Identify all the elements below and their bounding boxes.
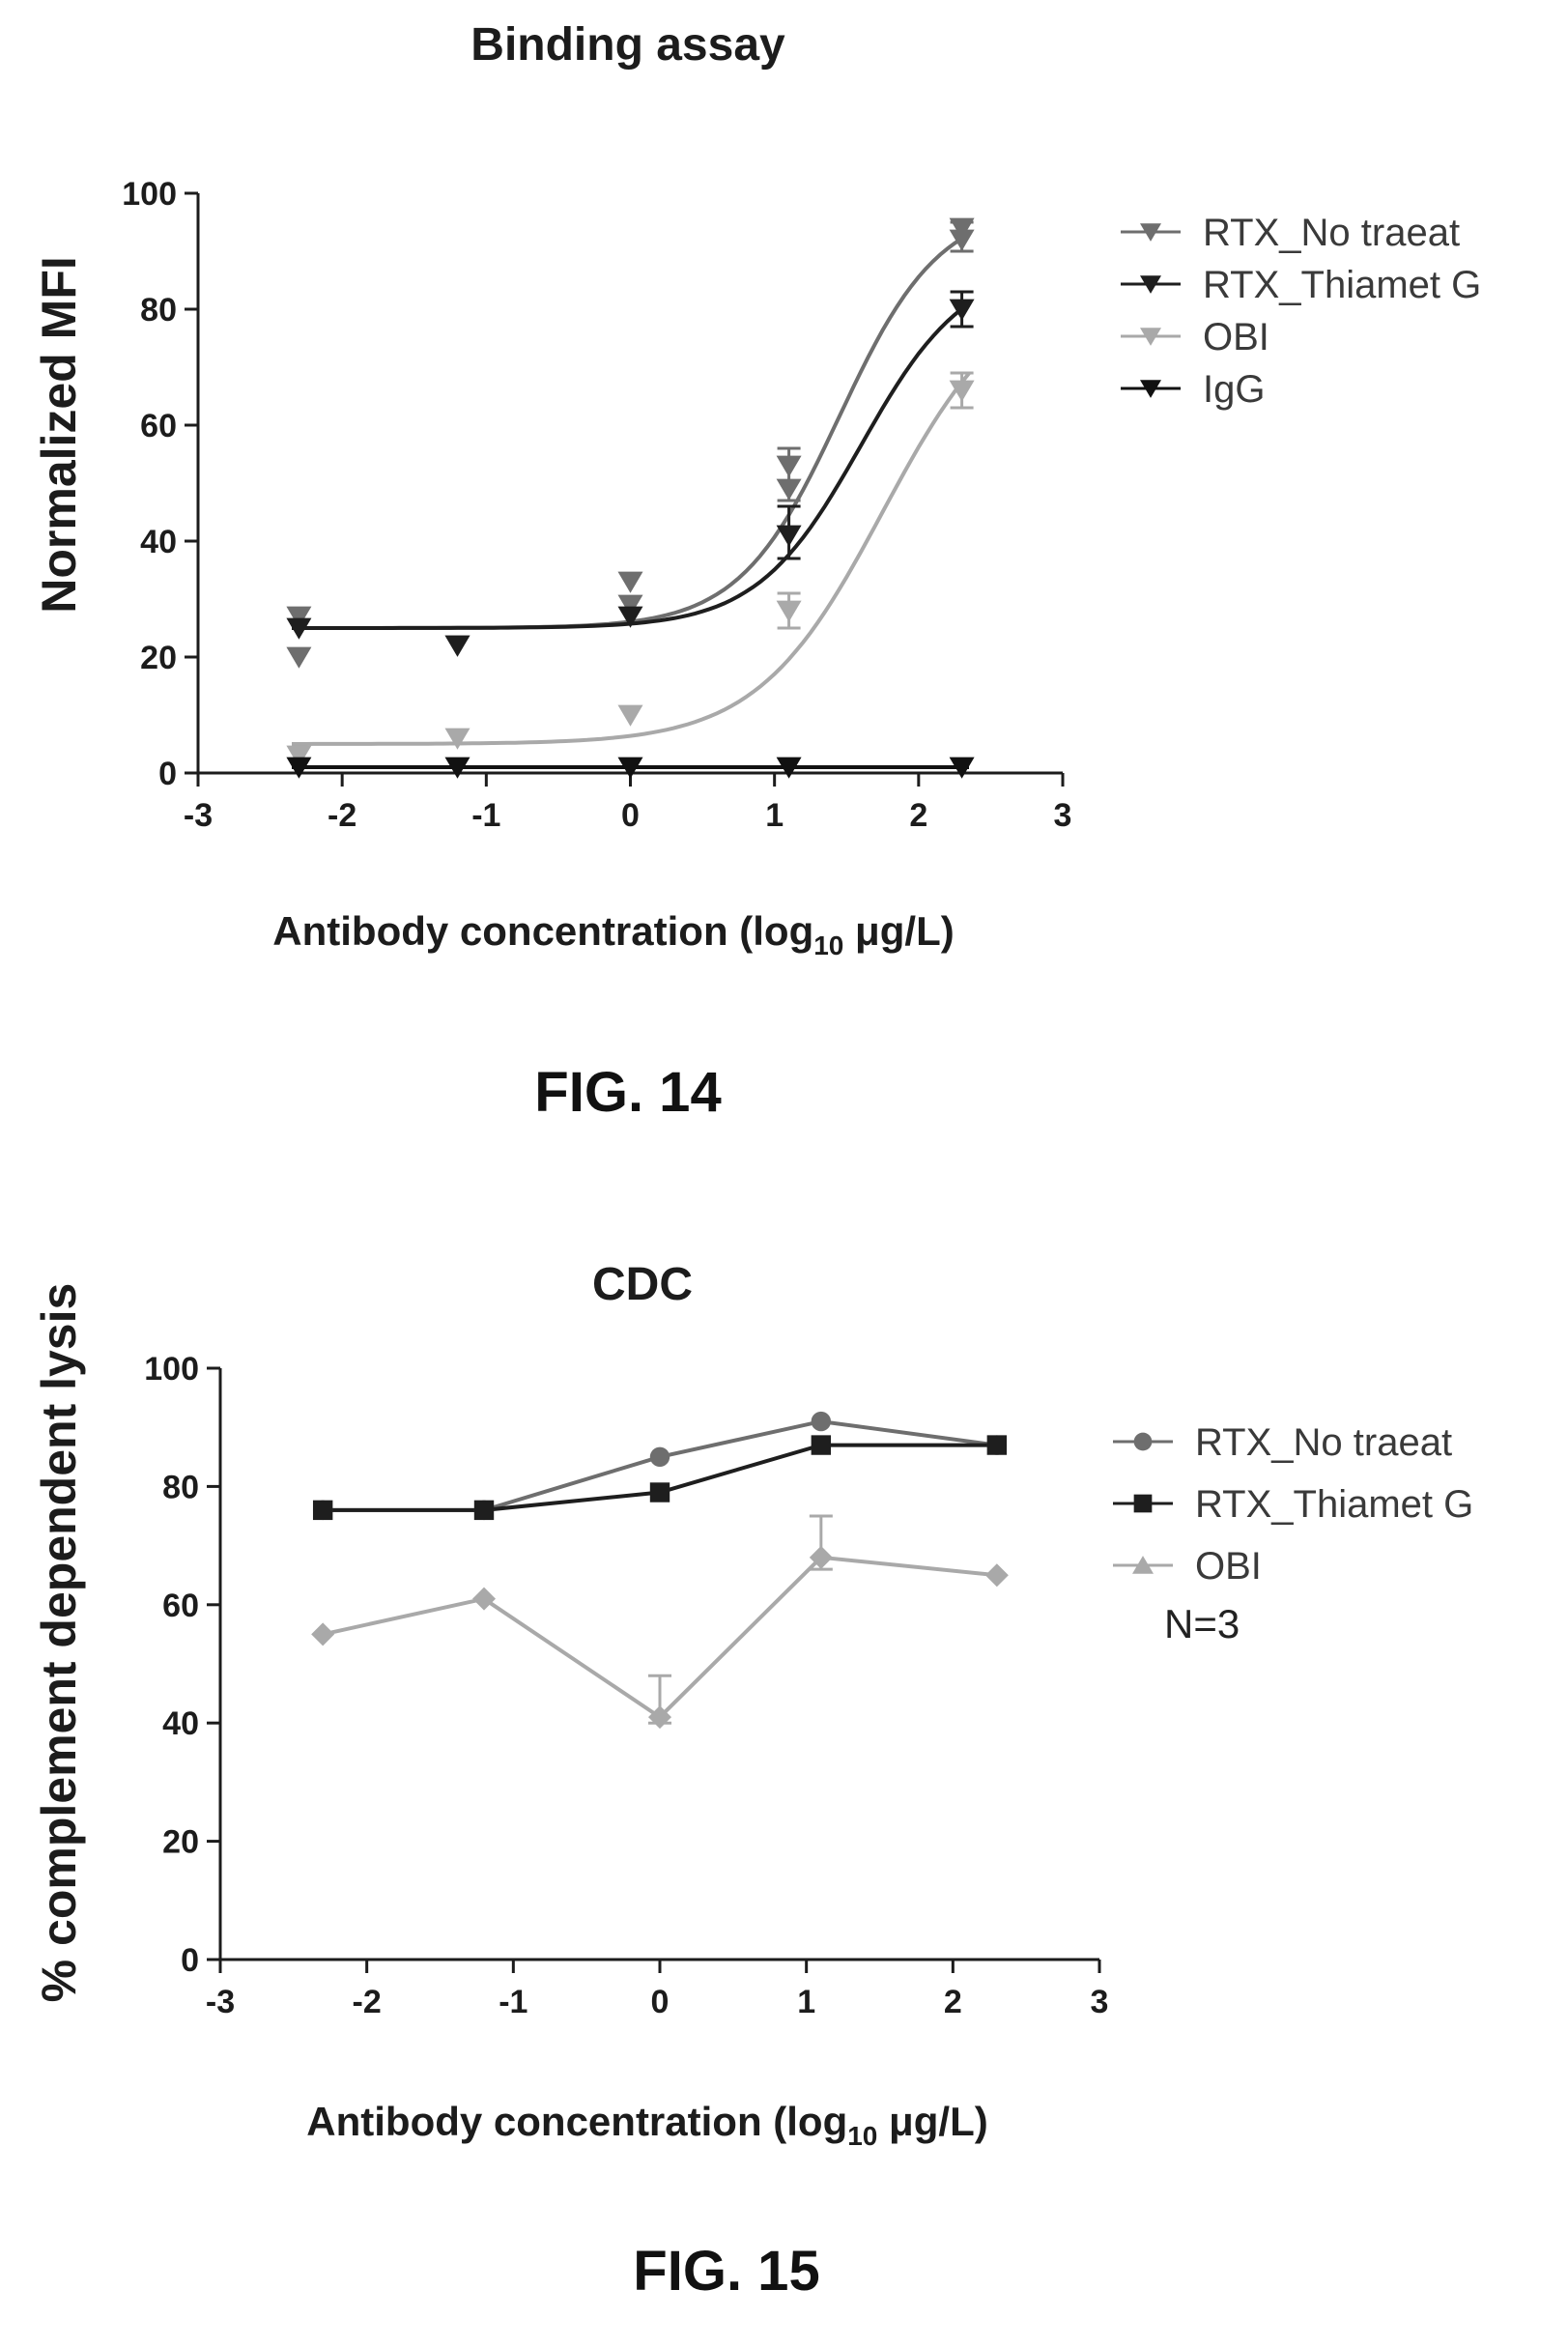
data-point xyxy=(949,757,975,779)
legend-marker xyxy=(1133,1432,1153,1451)
data-point xyxy=(986,1435,1008,1455)
data-point xyxy=(776,525,802,547)
figure-caption: FIG. 14 xyxy=(534,1061,721,1124)
x-tick-label: -1 xyxy=(471,797,500,834)
data-point xyxy=(617,571,643,593)
chart-axes: -3 -2 -1 0 1 2 3 0 20 40 60 80 100 xyxy=(122,176,1071,834)
data-point xyxy=(811,1411,832,1432)
data-point xyxy=(984,1563,1009,1588)
y-tick-label: 60 xyxy=(162,1588,199,1624)
fit-curve xyxy=(292,372,971,746)
legend-marker xyxy=(1140,275,1161,294)
y-tick-label: 20 xyxy=(140,640,177,676)
data-point xyxy=(617,606,643,628)
legend-marker xyxy=(1140,223,1161,242)
data-point xyxy=(312,1500,333,1521)
x-tick-label: -3 xyxy=(184,797,213,834)
x-tick-label: 3 xyxy=(1054,797,1072,834)
data-point xyxy=(286,617,312,640)
y-axis-label: % complement dependent lysis xyxy=(32,1283,86,2003)
cdc-chart: CDC -3 -2 -1 0 1 2 3 0 20 40 60 80 100 % complement … xyxy=(32,1259,1473,2303)
x-tick-label: -2 xyxy=(328,797,356,834)
y-tick-label: 20 xyxy=(162,1824,199,1861)
data-point xyxy=(776,600,802,622)
legend-label: RTX_No traeat xyxy=(1203,212,1460,254)
figure-caption: FIG. 15 xyxy=(633,2240,819,2303)
x-tick-label: 3 xyxy=(1091,1984,1109,2020)
legend-marker xyxy=(1140,328,1161,346)
legend: RTX_No traeat RTX_Thiamet G OBI xyxy=(1113,1421,1473,1588)
x-tick-label: 2 xyxy=(944,1984,962,2020)
data-point xyxy=(648,1705,671,1730)
legend-label: RTX_Thiamet G xyxy=(1195,1483,1473,1526)
data-point xyxy=(286,757,312,779)
legend-label: RTX_No traeat xyxy=(1195,1421,1452,1464)
x-tick-label: 0 xyxy=(621,797,640,834)
chart-axes: -3 -2 -1 0 1 2 3 0 20 40 60 80 100 xyxy=(144,1351,1108,2020)
data-point xyxy=(444,728,470,750)
data-point xyxy=(617,704,643,727)
legend-marker xyxy=(1140,380,1161,398)
x-tick-label: 1 xyxy=(797,1984,815,2020)
x-tick-label: 2 xyxy=(909,797,927,834)
y-tick-label: 0 xyxy=(158,756,177,792)
data-point xyxy=(286,646,312,669)
data-point xyxy=(949,380,975,402)
y-tick-label: 80 xyxy=(140,292,177,329)
data-point xyxy=(617,594,643,616)
x-tick-label: -3 xyxy=(206,1984,235,2020)
x-axis-label: Antibody concentration (log10 μg/L) xyxy=(272,908,954,960)
data-point xyxy=(776,455,802,477)
data-point xyxy=(776,757,802,779)
x-tick-label: 1 xyxy=(765,797,784,834)
legend-marker xyxy=(1132,1556,1154,1574)
y-tick-label: 60 xyxy=(140,408,177,444)
data-points xyxy=(286,217,975,779)
legend: RTX_No traeat RTX_Thiamet G OBI IgG xyxy=(1121,212,1481,411)
legend-marker xyxy=(1133,1494,1153,1513)
data-point xyxy=(809,1545,833,1569)
data-point xyxy=(949,217,975,240)
chart-title: CDC xyxy=(592,1259,693,1310)
legend-label: RTX_Thiamet G xyxy=(1203,264,1481,306)
data-point xyxy=(286,606,312,628)
data-point xyxy=(311,1622,335,1646)
legend-label: OBI xyxy=(1195,1545,1262,1588)
y-tick-label: 100 xyxy=(122,176,177,213)
y-tick-label: 80 xyxy=(162,1469,199,1505)
data-point xyxy=(776,478,802,501)
y-tick-label: 100 xyxy=(144,1351,199,1388)
x-tick-label: -2 xyxy=(353,1984,382,2020)
data-points xyxy=(311,1411,1009,1730)
y-axis-label: Normalized MFI xyxy=(32,256,86,613)
fit-curves xyxy=(292,232,971,769)
x-tick-label: 0 xyxy=(651,1984,670,2020)
data-point xyxy=(473,1500,495,1521)
binding-assay-chart: Binding assay -3 -2 -1 0 1 2 3 0 20 40 60 80 100 Nor… xyxy=(32,19,1481,1124)
y-tick-label: 0 xyxy=(181,1942,199,1979)
data-point xyxy=(472,1587,496,1611)
legend-label: OBI xyxy=(1203,316,1269,358)
data-point xyxy=(649,1446,670,1468)
chart-title: Binding assay xyxy=(470,19,785,71)
x-tick-label: -1 xyxy=(499,1984,527,2020)
data-point xyxy=(949,299,975,321)
legend-label: IgG xyxy=(1203,368,1265,411)
data-point xyxy=(444,635,470,657)
x-axis-label: Antibody concentration (log10 μg/L) xyxy=(306,2099,987,2151)
data-point xyxy=(444,757,470,779)
data-point xyxy=(949,229,975,251)
sample-size-note: N=3 xyxy=(1164,1601,1240,1646)
y-tick-label: 40 xyxy=(140,524,177,560)
y-tick-label: 40 xyxy=(162,1705,199,1742)
data-point xyxy=(649,1482,670,1503)
data-point xyxy=(811,1435,832,1455)
data-point xyxy=(617,757,643,779)
data-point xyxy=(286,745,312,767)
